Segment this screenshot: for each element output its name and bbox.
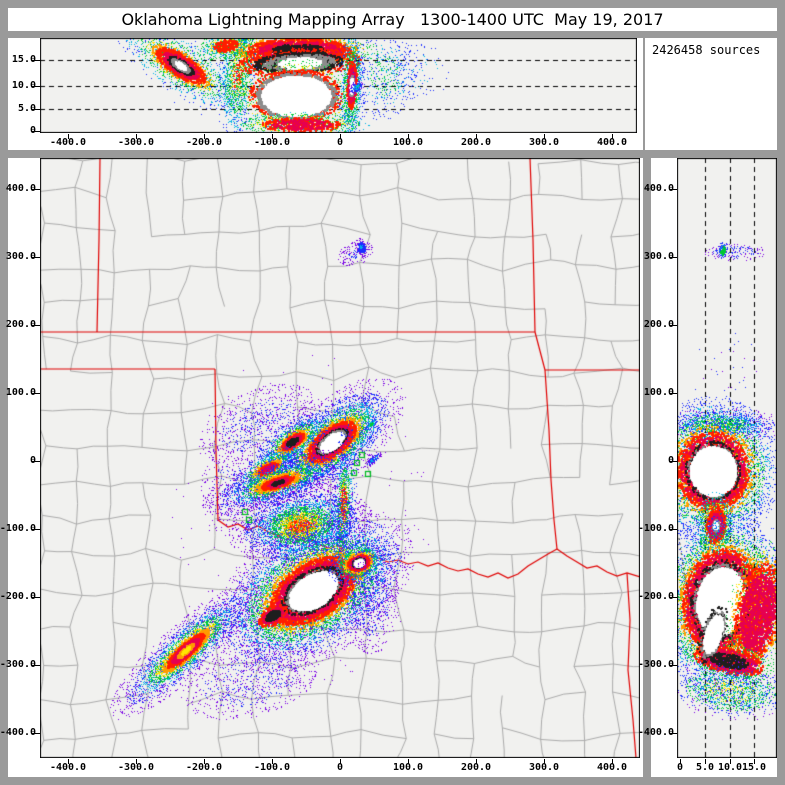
title-bar: Oklahoma Lightning Mapping Array 1300-14… [8,8,777,31]
x-tick-mark [136,759,137,764]
x-tick-mark [68,134,69,139]
y-tick-label: 0 [0,125,36,136]
y-tick-mark [669,665,677,666]
y-tick-label: -100.0 [0,523,36,534]
y-tick-mark [669,257,677,258]
page-title: Oklahoma Lightning Mapping Array 1300-14… [121,10,664,29]
x-tick-label: 0 [336,137,344,148]
x-tick-label: 200.0 [460,137,492,148]
y-tick-mark [32,131,40,132]
x-tick-mark [612,134,613,139]
y-tick-mark [669,461,677,462]
y-tick-label: 100.0 [643,387,674,398]
y-tick-label: 10.0 [11,80,36,91]
x-tick-mark [272,759,273,764]
y-tick-label: 0 [634,455,674,466]
x-tick-mark [680,759,681,764]
y-tick-label: -200.0 [637,591,674,602]
y-tick-label: 300.0 [5,251,36,262]
y-tick-label: 5.0 [17,103,36,114]
y-tick-mark [669,393,677,394]
x-tick-mark [204,134,205,139]
x-tick-mark [476,759,477,764]
x-tick-label: 15.0 [741,762,767,773]
x-tick-mark [408,134,409,139]
x-tick-label: 100.0 [392,762,424,773]
y-tick-mark [32,461,40,462]
x-tick-label: -400.0 [49,137,87,148]
x-tick-mark [612,759,613,764]
x-tick-label: -200.0 [185,137,223,148]
x-tick-mark [408,759,409,764]
x-tick-mark [68,759,69,764]
x-tick-mark [476,134,477,139]
x-tick-label: 0 [336,762,344,773]
sources-count: 2426458 sources [652,43,761,57]
y-tick-mark [669,733,677,734]
x-tick-label: 100.0 [392,137,424,148]
y-tick-mark [32,733,40,734]
x-tick-mark [730,759,731,764]
y-tick-mark [669,325,677,326]
y-tick-mark [32,109,40,110]
y-tick-label: -300.0 [637,659,674,670]
y-tick-mark [32,529,40,530]
y-tick-mark [669,189,677,190]
y-tick-label: -200.0 [0,591,36,602]
x-tick-mark [272,134,273,139]
altitude-ns-panel-canvas [677,158,777,758]
y-tick-mark [669,529,677,530]
y-tick-label: 200.0 [5,319,36,330]
x-tick-label: 10.0 [717,762,743,773]
x-tick-label: 200.0 [460,762,492,773]
y-tick-label: -400.0 [637,727,674,738]
y-tick-label: -100.0 [637,523,674,534]
y-tick-mark [32,325,40,326]
y-tick-mark [32,393,40,394]
y-tick-label: -400.0 [0,727,36,738]
y-tick-label: 200.0 [643,319,674,330]
x-tick-label: 400.0 [596,137,628,148]
x-tick-mark [204,759,205,764]
y-tick-mark [32,597,40,598]
x-tick-label: -200.0 [185,762,223,773]
y-tick-mark [32,189,40,190]
x-tick-mark [136,134,137,139]
sources-box: 2426458 sources [645,38,777,150]
x-tick-mark [544,134,545,139]
plan-view-map-canvas [40,158,640,758]
y-tick-mark [669,597,677,598]
y-tick-label: 300.0 [643,251,674,262]
x-tick-label: -400.0 [49,762,87,773]
y-tick-mark [32,665,40,666]
x-tick-label: 5.0 [695,762,715,773]
x-tick-label: -100.0 [253,762,291,773]
x-tick-label: -300.0 [117,762,155,773]
y-tick-label: 100.0 [5,387,36,398]
x-tick-label: -300.0 [117,137,155,148]
x-tick-mark [754,759,755,764]
x-tick-label: -100.0 [253,137,291,148]
y-tick-label: 400.0 [5,183,36,194]
x-tick-label: 300.0 [528,137,560,148]
y-tick-mark [32,86,40,87]
x-tick-label: 300.0 [528,762,560,773]
x-tick-mark [340,134,341,139]
y-tick-mark [32,60,40,61]
y-tick-label: -300.0 [0,659,36,670]
x-tick-mark [705,759,706,764]
x-tick-label: 0 [676,762,684,773]
x-tick-label: 400.0 [596,762,628,773]
y-tick-mark [32,257,40,258]
x-tick-mark [544,759,545,764]
x-tick-mark [340,759,341,764]
y-tick-label: 400.0 [643,183,674,194]
altitude-ew-panel-canvas [40,38,637,133]
y-tick-label: 0 [0,455,36,466]
y-tick-label: 15.0 [11,54,36,65]
